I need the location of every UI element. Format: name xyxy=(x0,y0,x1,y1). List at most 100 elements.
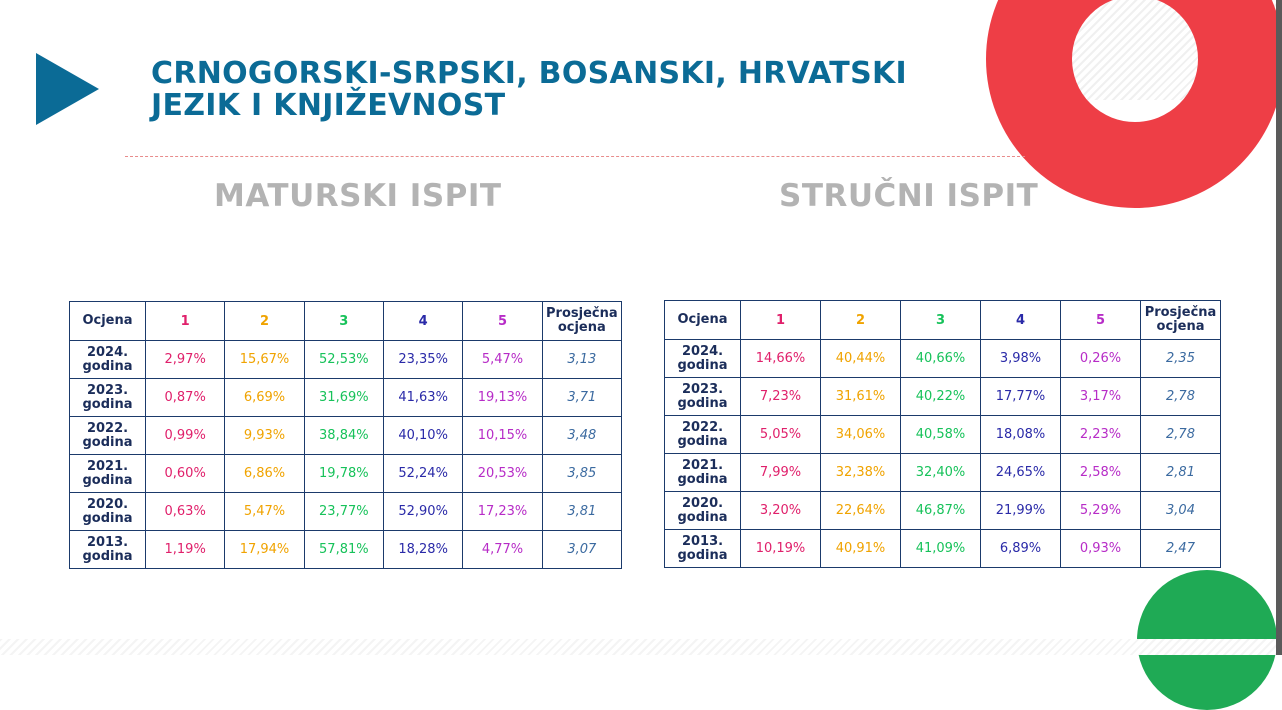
grade-4-cell: 23,35% xyxy=(382,340,464,379)
table-row: 2013. godina 10,19% 40,91% 41,09% 6,89% … xyxy=(664,529,1221,568)
grade-1-cell: 0,99% xyxy=(144,416,226,455)
header-grade-3: 3 xyxy=(303,301,384,341)
table-row: 2024. godina 14,66% 40,44% 40,66% 3,98% … xyxy=(664,339,1221,378)
table-row: 2023. godina 0,87% 6,69% 31,69% 41,63% 1… xyxy=(69,378,623,417)
header-grade-1: 1 xyxy=(144,301,226,341)
grade-4-cell: 18,08% xyxy=(980,415,1061,454)
grade-1-cell: 10,19% xyxy=(740,529,821,568)
row-year: 2022. godina xyxy=(664,415,741,454)
table-row: 2023. godina 7,23% 31,61% 40,22% 17,77% … xyxy=(664,377,1221,416)
grade-3-cell: 41,09% xyxy=(900,529,981,568)
grade-5-cell: 5,47% xyxy=(462,340,543,379)
grade-2-cell: 15,67% xyxy=(224,340,305,379)
red-ring-decoration xyxy=(986,0,1282,208)
table-header-row: Ocjena 1 2 3 4 5 Prosječna ocjena xyxy=(69,301,623,341)
grade-1-cell: 1,19% xyxy=(144,530,226,569)
grade-5-cell: 19,13% xyxy=(462,378,543,417)
grade-2-cell: 6,86% xyxy=(224,454,305,493)
grade-4-cell: 6,89% xyxy=(980,529,1061,568)
average-cell: 3,85 xyxy=(541,454,623,493)
row-year: 2021. godina xyxy=(69,454,146,493)
grade-1-cell: 7,23% xyxy=(740,377,821,416)
header-grade-5: 5 xyxy=(1060,300,1141,340)
play-triangle-icon xyxy=(36,53,99,125)
table-row: 2020. godina 0,63% 5,47% 23,77% 52,90% 1… xyxy=(69,492,623,531)
header-grade-2: 2 xyxy=(820,300,901,340)
grade-4-cell: 24,65% xyxy=(980,453,1061,492)
grade-2-cell: 31,61% xyxy=(820,377,901,416)
grade-4-cell: 52,90% xyxy=(382,492,464,531)
grade-4-cell: 41,63% xyxy=(382,378,464,417)
grade-2-cell: 17,94% xyxy=(224,530,305,569)
row-year: 2022. godina xyxy=(69,416,146,455)
row-year: 2023. godina xyxy=(664,377,741,416)
average-cell: 2,47 xyxy=(1140,529,1221,568)
header-grade-4: 4 xyxy=(980,300,1061,340)
header-grade-1: 1 xyxy=(740,300,821,340)
grade-1-cell: 0,60% xyxy=(144,454,226,493)
grade-5-cell: 10,15% xyxy=(462,416,543,455)
grade-4-cell: 3,98% xyxy=(980,339,1061,378)
grade-2-cell: 32,38% xyxy=(820,453,901,492)
grade-3-cell: 38,84% xyxy=(303,416,384,455)
grade-3-cell: 23,77% xyxy=(303,492,384,531)
average-cell: 2,78 xyxy=(1140,377,1221,416)
average-cell: 3,48 xyxy=(541,416,623,455)
header-average: Prosječna ocjena xyxy=(541,301,623,341)
grade-2-cell: 6,69% xyxy=(224,378,305,417)
grade-4-cell: 21,99% xyxy=(980,491,1061,530)
row-year: 2020. godina xyxy=(69,492,146,531)
strucni-table: Ocjena 1 2 3 4 5 Prosječna ocjena 2024. … xyxy=(664,300,1221,568)
grade-3-cell: 52,53% xyxy=(303,340,384,379)
grade-2-cell: 22,64% xyxy=(820,491,901,530)
row-year: 2020. godina xyxy=(664,491,741,530)
grade-1-cell: 14,66% xyxy=(740,339,821,378)
grade-3-cell: 57,81% xyxy=(303,530,384,569)
row-year: 2024. godina xyxy=(664,339,741,378)
header-grade-2: 2 xyxy=(224,301,305,341)
row-year: 2013. godina xyxy=(664,529,741,568)
average-cell: 2,81 xyxy=(1140,453,1221,492)
grade-3-cell: 40,58% xyxy=(900,415,981,454)
header-ocjena: Ocjena xyxy=(664,300,741,340)
table-row: 2024. godina 2,97% 15,67% 52,53% 23,35% … xyxy=(69,340,623,379)
grade-3-cell: 40,22% xyxy=(900,377,981,416)
grade-2-cell: 40,91% xyxy=(820,529,901,568)
table-row: 2022. godina 0,99% 9,93% 38,84% 40,10% 1… xyxy=(69,416,623,455)
table-row: 2021. godina 7,99% 32,38% 32,40% 24,65% … xyxy=(664,453,1221,492)
grade-5-cell: 4,77% xyxy=(462,530,543,569)
grade-2-cell: 40,44% xyxy=(820,339,901,378)
grade-1-cell: 0,87% xyxy=(144,378,226,417)
average-cell: 3,13 xyxy=(541,340,623,379)
grade-3-cell: 32,40% xyxy=(900,453,981,492)
grade-5-cell: 2,23% xyxy=(1060,415,1141,454)
grade-5-cell: 0,26% xyxy=(1060,339,1141,378)
table-row: 2013. godina 1,19% 17,94% 57,81% 18,28% … xyxy=(69,530,623,569)
slide-title: CRNOGORSKI-SRPSKI, BOSANSKI, HRVATSKI JE… xyxy=(151,56,907,123)
row-year: 2013. godina xyxy=(69,530,146,569)
grade-2-cell: 34,06% xyxy=(820,415,901,454)
table-row: 2022. godina 5,05% 34,06% 40,58% 18,08% … xyxy=(664,415,1221,454)
grade-5-cell: 17,23% xyxy=(462,492,543,531)
grade-3-cell: 19,78% xyxy=(303,454,384,493)
grade-5-cell: 5,29% xyxy=(1060,491,1141,530)
grade-1-cell: 5,05% xyxy=(740,415,821,454)
grade-5-cell: 20,53% xyxy=(462,454,543,493)
grade-3-cell: 31,69% xyxy=(303,378,384,417)
grade-1-cell: 2,97% xyxy=(144,340,226,379)
header-grade-4: 4 xyxy=(382,301,464,341)
grade-5-cell: 3,17% xyxy=(1060,377,1141,416)
header-average: Prosječna ocjena xyxy=(1140,300,1221,340)
grade-4-cell: 17,77% xyxy=(980,377,1061,416)
grade-3-cell: 40,66% xyxy=(900,339,981,378)
average-cell: 3,07 xyxy=(541,530,623,569)
average-cell: 3,81 xyxy=(541,492,623,531)
table-row: 2020. godina 3,20% 22,64% 46,87% 21,99% … xyxy=(664,491,1221,530)
grade-5-cell: 2,58% xyxy=(1060,453,1141,492)
grade-1-cell: 0,63% xyxy=(144,492,226,531)
header-grade-5: 5 xyxy=(462,301,543,341)
grade-4-cell: 52,24% xyxy=(382,454,464,493)
grade-3-cell: 46,87% xyxy=(900,491,981,530)
average-cell: 2,78 xyxy=(1140,415,1221,454)
average-cell: 3,04 xyxy=(1140,491,1221,530)
